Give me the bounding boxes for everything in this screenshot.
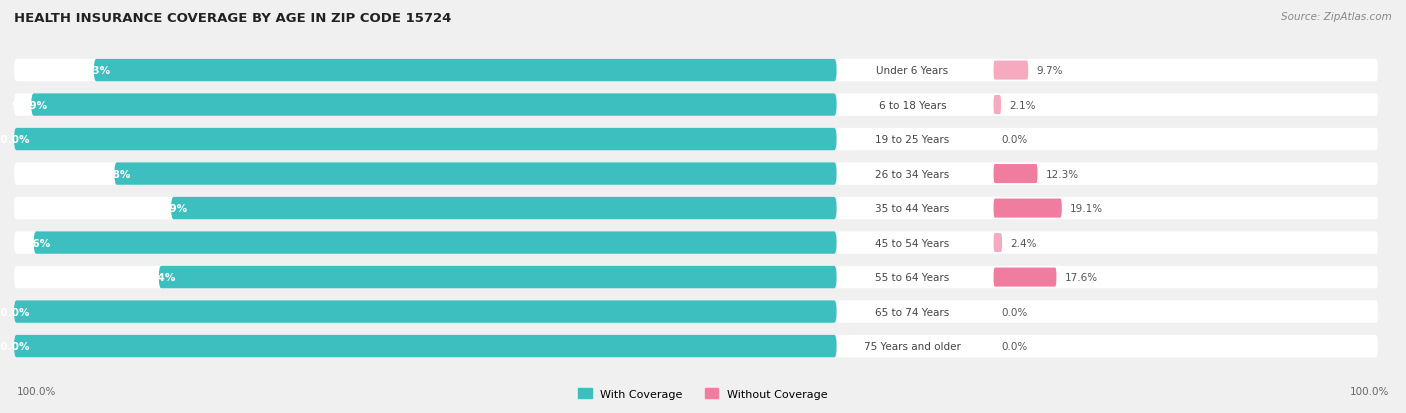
FancyBboxPatch shape — [994, 233, 1002, 252]
FancyBboxPatch shape — [114, 163, 837, 185]
Text: 100.0%: 100.0% — [1350, 387, 1389, 396]
Text: 0.0%: 0.0% — [1001, 307, 1028, 317]
FancyBboxPatch shape — [14, 94, 837, 116]
Text: 90.3%: 90.3% — [75, 66, 110, 76]
Text: 82.4%: 82.4% — [139, 273, 176, 282]
FancyBboxPatch shape — [994, 62, 1028, 81]
Text: 80.9%: 80.9% — [152, 204, 187, 214]
Text: 65 to 74 Years: 65 to 74 Years — [875, 307, 949, 317]
FancyBboxPatch shape — [994, 165, 1038, 184]
FancyBboxPatch shape — [994, 96, 1001, 115]
FancyBboxPatch shape — [837, 163, 1378, 185]
Text: 97.9%: 97.9% — [11, 100, 48, 110]
Text: 2.4%: 2.4% — [1011, 238, 1036, 248]
FancyBboxPatch shape — [994, 199, 1062, 218]
FancyBboxPatch shape — [837, 232, 1378, 254]
Text: 2.1%: 2.1% — [1010, 100, 1036, 110]
FancyBboxPatch shape — [172, 197, 837, 220]
FancyBboxPatch shape — [14, 60, 837, 82]
FancyBboxPatch shape — [14, 301, 837, 323]
FancyBboxPatch shape — [159, 266, 837, 289]
Legend: With Coverage, Without Coverage: With Coverage, Without Coverage — [574, 384, 832, 404]
FancyBboxPatch shape — [34, 232, 837, 254]
Text: 55 to 64 Years: 55 to 64 Years — [875, 273, 949, 282]
Text: 26 to 34 Years: 26 to 34 Years — [875, 169, 949, 179]
FancyBboxPatch shape — [837, 266, 1378, 289]
Text: 0.0%: 0.0% — [1001, 341, 1028, 351]
Text: HEALTH INSURANCE COVERAGE BY AGE IN ZIP CODE 15724: HEALTH INSURANCE COVERAGE BY AGE IN ZIP … — [14, 12, 451, 25]
Text: 75 Years and older: 75 Years and older — [863, 341, 960, 351]
FancyBboxPatch shape — [837, 335, 1378, 357]
Text: 100.0%: 100.0% — [17, 387, 56, 396]
FancyBboxPatch shape — [14, 197, 837, 220]
Text: 12.3%: 12.3% — [1046, 169, 1078, 179]
Text: 35 to 44 Years: 35 to 44 Years — [875, 204, 949, 214]
FancyBboxPatch shape — [31, 94, 837, 116]
Text: 17.6%: 17.6% — [1064, 273, 1098, 282]
FancyBboxPatch shape — [14, 335, 837, 357]
FancyBboxPatch shape — [837, 94, 1378, 116]
Text: Under 6 Years: Under 6 Years — [876, 66, 949, 76]
FancyBboxPatch shape — [837, 301, 1378, 323]
FancyBboxPatch shape — [14, 266, 837, 289]
Text: 100.0%: 100.0% — [0, 307, 31, 317]
FancyBboxPatch shape — [94, 60, 837, 82]
FancyBboxPatch shape — [14, 232, 837, 254]
FancyBboxPatch shape — [994, 268, 1056, 287]
Text: 9.7%: 9.7% — [1036, 66, 1063, 76]
Text: 19 to 25 Years: 19 to 25 Years — [875, 135, 949, 145]
FancyBboxPatch shape — [14, 335, 837, 357]
Text: 97.6%: 97.6% — [14, 238, 51, 248]
FancyBboxPatch shape — [14, 163, 837, 185]
FancyBboxPatch shape — [14, 128, 837, 151]
FancyBboxPatch shape — [14, 301, 837, 323]
FancyBboxPatch shape — [14, 128, 837, 151]
FancyBboxPatch shape — [837, 128, 1378, 151]
Text: 100.0%: 100.0% — [0, 341, 31, 351]
Text: 100.0%: 100.0% — [0, 135, 31, 145]
FancyBboxPatch shape — [837, 60, 1378, 82]
Text: 19.1%: 19.1% — [1070, 204, 1104, 214]
Text: 0.0%: 0.0% — [1001, 135, 1028, 145]
FancyBboxPatch shape — [837, 197, 1378, 220]
Text: Source: ZipAtlas.com: Source: ZipAtlas.com — [1281, 12, 1392, 22]
Text: 45 to 54 Years: 45 to 54 Years — [875, 238, 949, 248]
Text: 87.8%: 87.8% — [94, 169, 131, 179]
Text: 6 to 18 Years: 6 to 18 Years — [879, 100, 946, 110]
